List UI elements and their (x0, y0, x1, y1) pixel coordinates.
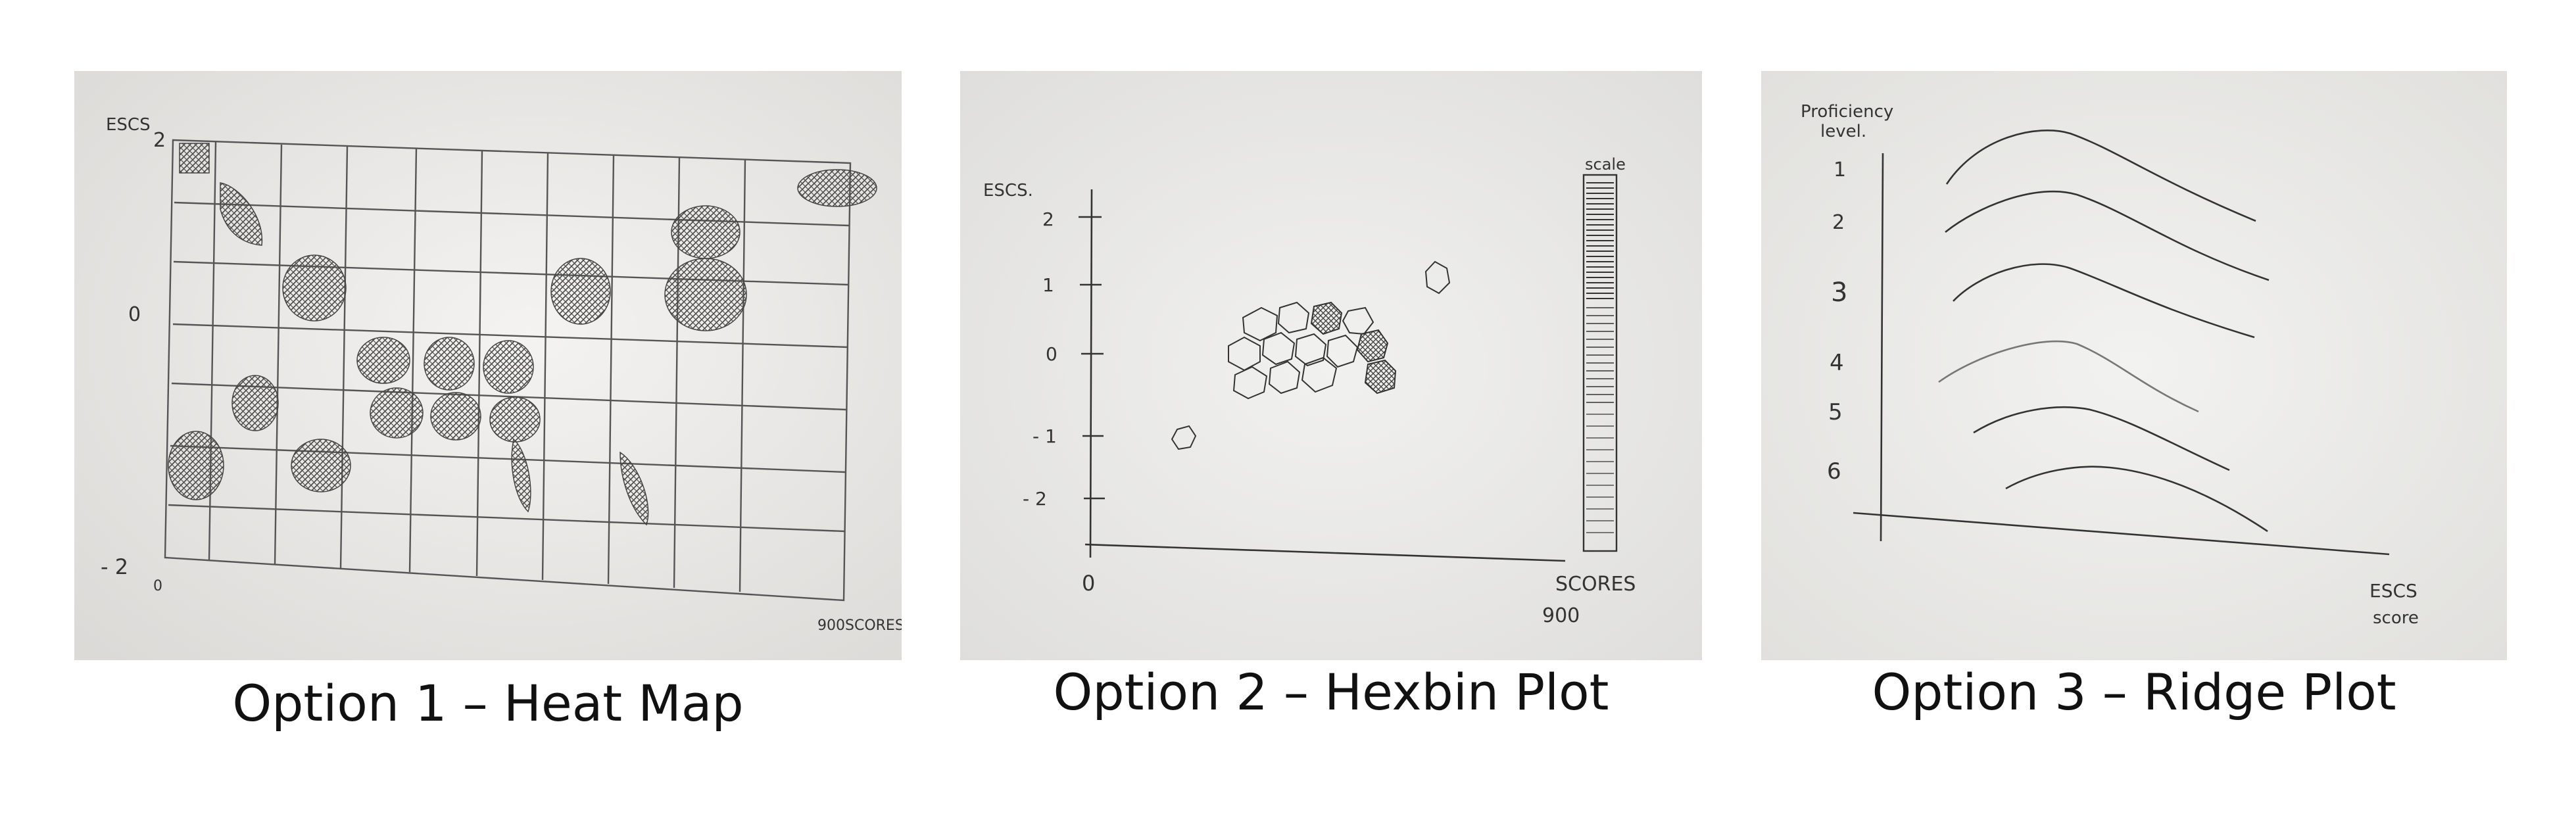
ridge-curve-1 (1945, 130, 2256, 222)
hexbin-tick-0: 0 (1046, 343, 1057, 365)
ridge-level-3: 3 (1831, 277, 1847, 308)
hexbin-axes (1079, 189, 1566, 562)
heatmap-grid (164, 139, 852, 602)
ridge-y-axis-label-1: Proficiency (1801, 102, 1893, 122)
heatmap-sketch-photo: ESCS 2 0 - 2 0 900SCORES (74, 71, 902, 660)
heatmap-y-mid-label: 0 (128, 303, 141, 326)
hexbin-cells (1171, 260, 1451, 450)
ridge-curves (1938, 130, 2270, 533)
ridge-curve-3 (1953, 263, 2255, 339)
hexbin-scale-bar (1582, 174, 1618, 552)
hexbin-tick-1: 1 (1042, 274, 1054, 296)
ridge-sketch-photo: Proficiency level. 1 2 3 4 5 6 ESCS scor… (1761, 71, 2507, 660)
ridge-level-4: 4 (1830, 350, 1844, 376)
ridge-level-5: 5 (1828, 399, 1843, 425)
hexbin-scale-shading (1586, 182, 1614, 533)
ridge-curve-6 (2005, 466, 2268, 533)
heatmap-x-start-label: 0 (153, 578, 162, 594)
ridge-level-6: 6 (1827, 458, 1841, 485)
heatmap-x-end-label: 900SCORES (817, 617, 902, 634)
ridge-level-2: 2 (1832, 211, 1845, 234)
ridge-level-1: 1 (1834, 158, 1846, 181)
caption-option-3: Option 3 – Ridge Plot (1872, 663, 2396, 721)
heatmap-y-top-label: 2 (153, 129, 166, 152)
caption-option-1: Option 1 – Heat Map (232, 674, 744, 732)
ridge-x-axis-label-2: score (2373, 608, 2419, 628)
hexbin-scale-label: scale (1585, 155, 1626, 174)
hexbin-tick-neg1: - 1 (1033, 425, 1057, 447)
hexbin-x-max-label: 900 (1542, 604, 1580, 627)
ridge-y-axis-label-2: level. (1820, 122, 1866, 141)
ridge-curve-4 (1938, 340, 2199, 413)
ridge-x-axis-label-1: ESCS (2369, 580, 2418, 602)
ridge-curve-5 (1973, 406, 2230, 471)
hexbin-y-axis-label: ESCS. (983, 181, 1033, 201)
hexbin-tick-neg2: - 2 (1023, 488, 1047, 510)
hexbin-x-axis-label: SCORES (1555, 573, 1636, 596)
heatmap-y-axis-label: ESCS (106, 115, 151, 135)
ridge-axes (1853, 153, 2390, 556)
caption-option-2: Option 2 – Hexbin Plot (1053, 663, 1609, 721)
heatmap-y-bottom-label: - 2 (101, 554, 128, 579)
hexbin-sketch-photo: scale ESCS. 2 1 0 - 1 - 2 0 SCORES 900 (960, 71, 1702, 660)
hexbin-tick-2: 2 (1042, 208, 1054, 230)
hexbin-origin-label: 0 (1082, 571, 1095, 596)
heatmap-shaded-cells (168, 143, 877, 526)
ridge-curve-2 (1945, 190, 2270, 281)
